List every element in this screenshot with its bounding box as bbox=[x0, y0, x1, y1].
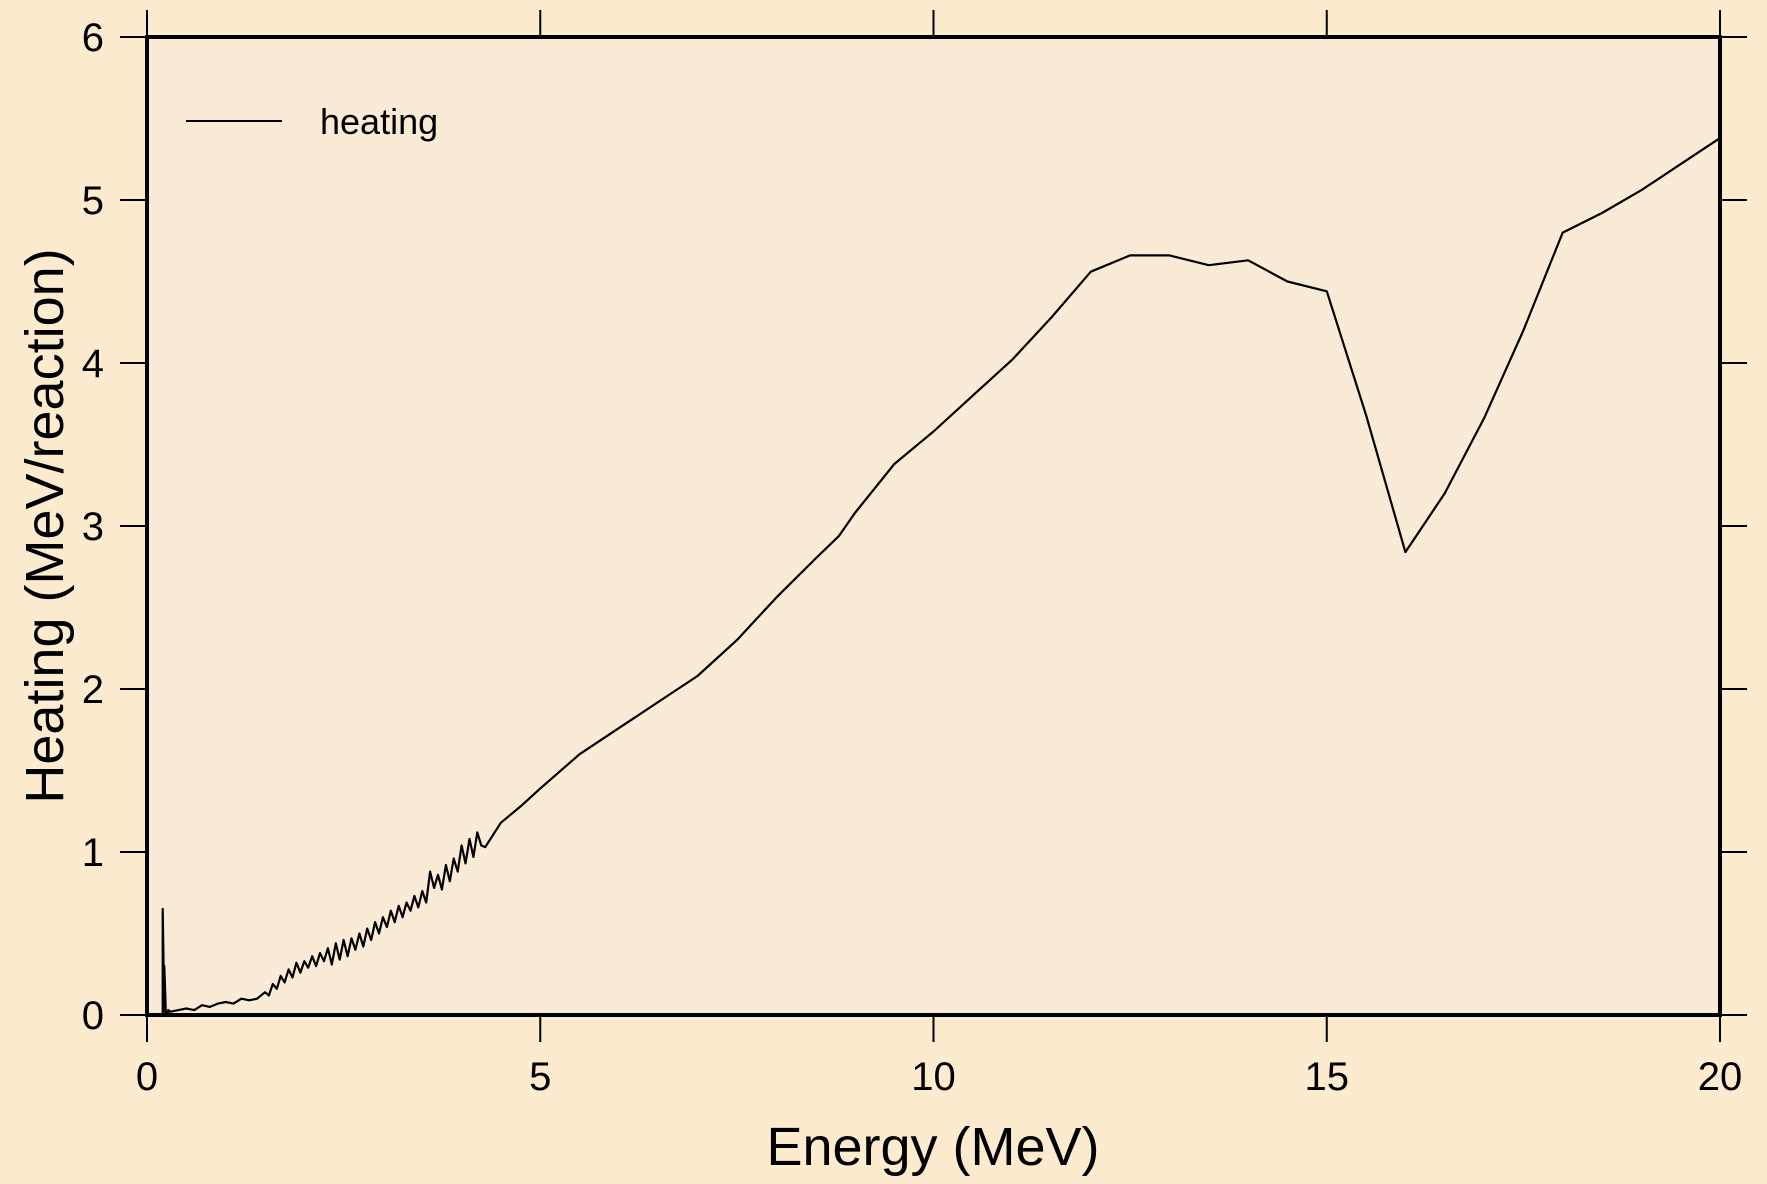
x-tick-label: 20 bbox=[1698, 1055, 1743, 1099]
y-tick-label: 2 bbox=[82, 668, 104, 712]
legend-label: heating bbox=[320, 101, 438, 142]
data-series bbox=[147, 137, 1721, 1017]
plot-frame bbox=[145, 35, 1722, 1017]
legend: heating bbox=[186, 101, 438, 142]
y-tick-label: 1 bbox=[82, 831, 104, 875]
x-axis-title: Energy (MeV) bbox=[766, 1117, 1099, 1177]
y-tick-label: 3 bbox=[82, 505, 104, 549]
x-tick-label: 0 bbox=[136, 1055, 158, 1099]
axis-ticks bbox=[120, 10, 1747, 1042]
plot-area bbox=[147, 37, 1720, 1015]
y-tick-label: 0 bbox=[82, 994, 104, 1038]
y-tick-label: 4 bbox=[82, 342, 104, 386]
y-tick-labels: 0 1 2 3 4 5 6 bbox=[82, 16, 104, 1038]
x-tick-label: 5 bbox=[529, 1055, 551, 1099]
series-line-heating bbox=[147, 137, 1721, 1017]
y-axis-title: Heating (MeV/reaction) bbox=[15, 248, 75, 803]
x-tick-labels: 0 5 10 15 20 bbox=[136, 1055, 1742, 1099]
y-tick-label: 6 bbox=[82, 16, 104, 60]
x-tick-label: 10 bbox=[911, 1055, 956, 1099]
y-tick-label: 5 bbox=[82, 179, 104, 223]
x-tick-label: 15 bbox=[1305, 1055, 1350, 1099]
